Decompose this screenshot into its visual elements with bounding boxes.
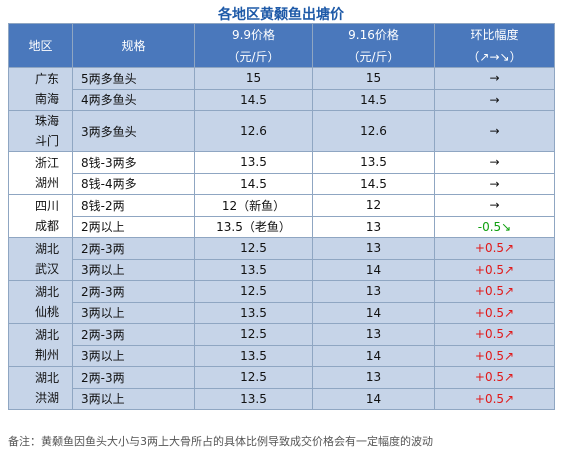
price-9-9-cell: 13.5 [194,387,313,410]
header-change: 环比幅度 [434,23,555,46]
price-9-16-cell: 13.5 [312,151,435,174]
spec-cell: 3两以上 [72,387,195,410]
header-price-9-9: 9.9价格 [194,23,313,46]
region-cell: 湖北 仙桃 [8,280,73,324]
price-9-16-cell: 13 [312,323,435,346]
spec-cell: 8钱-2两 [72,194,195,217]
change-cell: +0.5↗ [434,366,555,389]
header-region: 地区 [8,23,73,68]
change-cell: +0.5↗ [434,344,555,367]
spec-cell: 3两以上 [72,344,195,367]
change-cell: +0.5↗ [434,301,555,324]
table-row: 3两以上 13.5 14 +0.5↗ [9,301,555,324]
spec-cell: 8钱-4两多 [72,172,195,195]
table-row: 湖北 荆州 2两-3两 12.5 13 +0.5↗ [8,323,555,367]
change-cell: → [434,172,555,195]
table-row: 湖北 洪湖 2两-3两 12.5 13 +0.5↗ [8,366,555,410]
price-9-16-cell: 15 [312,67,435,90]
table-row: 珠海 斗门 3两多鱼头 12.6 12.6 → [8,110,555,152]
change-cell: → [434,110,555,152]
page-title: 各地区黄颡鱼出塘价 [218,7,344,23]
table-body: 广东 南海 5两多鱼头 15 15 → 4两多鱼头 14.5 14.5 → 珠海 斗门 3两多鱼头 12.… [8,67,555,410]
table-row: 四川 成都 8钱-2两 12（新鱼） 12 → [8,194,555,238]
price-9-16-cell: 14.5 [312,88,435,111]
change-cell: +0.5↗ [434,387,555,410]
change-cell: → [434,67,555,90]
header-change-legend: （↗→↘） [434,45,555,68]
change-cell: +0.5↗ [434,323,555,346]
region-cell: 四川 成都 [8,194,73,238]
price-9-9-cell: 13.5 [194,151,313,174]
table-row: 8钱-4两多 14.5 14.5 → [9,172,555,195]
spec-cell: 8钱-3两多 [72,151,195,174]
price-9-16-cell: 12.6 [312,110,435,152]
header-price-9-16: 9.16价格 [312,23,435,46]
price-9-9-cell: 12.6 [194,110,313,152]
price-9-16-cell: 13 [312,280,435,303]
spec-cell: 4两多鱼头 [72,88,195,111]
region-cell: 湖北 洪湖 [8,366,73,410]
region-cell: 湖北 武汉 [8,237,73,281]
price-9-9-cell: 12.5 [194,280,313,303]
header-price-9-16-unit: （元/斤） [312,45,435,68]
table-row: 湖北 仙桃 2两-3两 12.5 13 +0.5↗ [8,280,555,324]
region-cell: 湖北 荆州 [8,323,73,367]
header-row: 地区 规格 9.9价格 9.16价格 环比幅度 [8,23,555,68]
price-9-16-cell: 14 [312,301,435,324]
price-9-16-cell: 13 [312,237,435,260]
price-9-9-cell: 13.5 [194,344,313,367]
change-cell: → [434,194,555,217]
price-table: 地区 规格 9.9价格 9.16价格 环比幅度 （元/斤） （元/斤） （↗→↘… [8,23,555,410]
spec-cell: 2两以上 [72,215,195,238]
spec-cell: 3两以上 [72,301,195,324]
change-cell: +0.5↗ [434,258,555,281]
price-9-9-cell: 13.5 [194,301,313,324]
change-cell: -0.5↘ [434,215,555,238]
change-cell: +0.5↗ [434,237,555,260]
spec-cell: 2两-3两 [72,366,195,389]
price-9-16-cell: 14 [312,258,435,281]
table-row: 2两以上 13.5（老鱼） 13 -0.5↘ [9,215,555,238]
header-row-units: （元/斤） （元/斤） （↗→↘） [9,45,555,68]
change-cell: → [434,88,555,111]
table-row: 广东 南海 5两多鱼头 15 15 → [8,67,555,111]
price-9-9-cell: 14.5 [194,88,313,111]
table-row: 浙江 湖州 8钱-3两多 13.5 13.5 → [8,151,555,195]
region-cell: 珠海 斗门 [8,110,73,152]
spec-cell: 5两多鱼头 [72,67,195,90]
price-9-9-cell: 12（新鱼） [194,194,313,217]
price-9-16-cell: 14.5 [312,172,435,195]
spec-cell: 2两-3两 [72,237,195,260]
price-9-16-cell: 13 [312,215,435,238]
price-9-9-cell: 13.5（老鱼） [194,215,313,238]
price-9-9-cell: 14.5 [194,172,313,195]
price-9-9-cell: 15 [194,67,313,90]
table-row: 3两以上 13.5 14 +0.5↗ [9,344,555,367]
region-cell: 浙江 湖州 [8,151,73,195]
header-price-9-9-unit: （元/斤） [194,45,313,68]
price-9-9-cell: 13.5 [194,258,313,281]
price-9-9-cell: 12.5 [194,366,313,389]
table-row: 3两以上 13.5 14 +0.5↗ [9,258,555,281]
header-spec: 规格 [72,23,195,68]
price-9-9-cell: 12.5 [194,323,313,346]
table-row: 4两多鱼头 14.5 14.5 → [9,88,555,111]
change-cell: +0.5↗ [434,280,555,303]
price-9-16-cell: 14 [312,387,435,410]
price-9-16-cell: 12 [312,194,435,217]
region-cell: 广东 南海 [8,67,73,111]
price-9-9-cell: 12.5 [194,237,313,260]
price-9-16-cell: 14 [312,344,435,367]
price-9-16-cell: 13 [312,366,435,389]
table-row: 湖北 武汉 2两-3两 12.5 13 +0.5↗ [8,237,555,281]
spec-cell: 3两多鱼头 [72,110,195,152]
footnote: 备注：黄颡鱼因鱼头大小与3两上大骨所占的具体比例导致成交价格会有一定幅度的波动 [8,435,433,448]
table-row: 3两以上 13.5 14 +0.5↗ [9,387,555,410]
change-cell: → [434,151,555,174]
spec-cell: 2两-3两 [72,323,195,346]
spec-cell: 2两-3两 [72,280,195,303]
spec-cell: 3两以上 [72,258,195,281]
